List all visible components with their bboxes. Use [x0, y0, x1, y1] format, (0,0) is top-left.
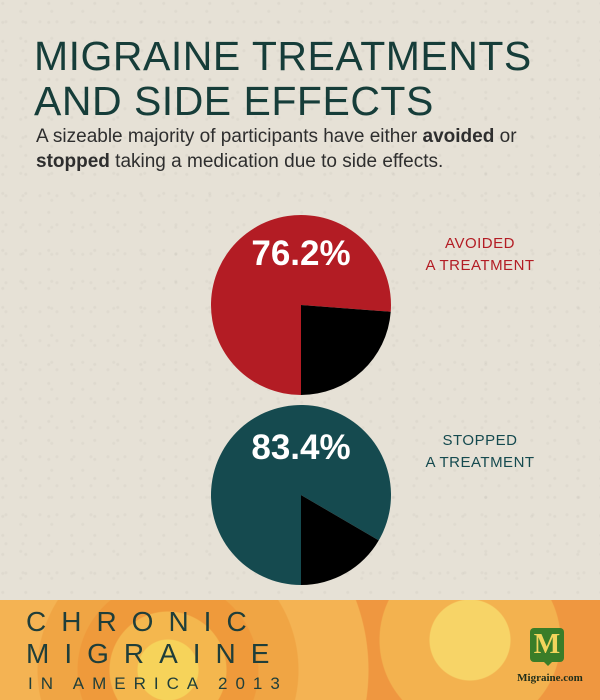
pie-value-avoided: 76.2%	[251, 234, 351, 273]
pie-value-stopped: 83.4%	[251, 428, 351, 467]
subtitle-text-1: A sizeable majority of participants have…	[36, 126, 423, 147]
brand-name: Migraine.com	[517, 672, 583, 684]
pie-chart-avoided	[210, 215, 391, 395]
footer-banner: CHRONIC MIGRAINE IN AMERICA 2013	[0, 600, 600, 700]
legend-avoided: AVOIDED A TREATMENT	[410, 233, 550, 277]
pie-slice-0-0	[210, 215, 391, 395]
subtitle-bold-stopped: stopped	[36, 151, 110, 172]
legend-avoided-line2: A TREATMENT	[425, 257, 535, 274]
logo-pointer	[542, 660, 554, 666]
subtitle-bold-avoided: avoided	[422, 126, 495, 147]
legend-stopped-line2: A TREATMENT	[425, 454, 535, 471]
title-line-2: AND SIDE EFFECTS	[34, 78, 434, 124]
migraine-logo-icon: M	[530, 628, 564, 662]
pie-slices-avoided	[210, 215, 391, 395]
legend-avoided-line1: AVOIDED	[445, 235, 515, 252]
subtitle: A sizeable majority of participants have…	[36, 124, 576, 174]
title-line-1: MIGRAINE TREATMENTS	[34, 33, 532, 79]
footer-migraine: MIGRAINE	[26, 638, 285, 669]
subtitle-text-3: taking a medication due to side effects.	[109, 151, 444, 172]
footer-in-america: IN AMERICA 2013	[28, 674, 288, 693]
legend-stopped: STOPPED A TREATMENT	[410, 430, 550, 474]
pie-slice-1-1	[301, 495, 379, 585]
pie-slice-0-1	[301, 305, 391, 395]
subtitle-text-2: or	[494, 126, 517, 147]
page-title: MIGRAINE TREATMENTS AND SIDE EFFECTS	[34, 34, 574, 124]
pie-chart-stopped	[210, 405, 391, 585]
footer-chronic: CHRONIC	[26, 606, 262, 637]
pie-slices-stopped	[210, 405, 391, 585]
legend-stopped-line1: STOPPED	[442, 432, 518, 449]
pie-slice-1-0	[210, 405, 391, 585]
